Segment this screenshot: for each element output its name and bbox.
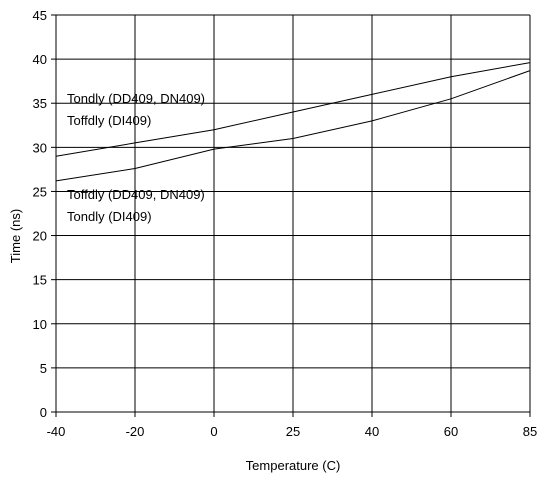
x-tick-label: 40 bbox=[365, 424, 379, 439]
annotation-tondly-di409: Tondly (DI409) bbox=[67, 209, 152, 224]
annotations: Tondly (DD409, DN409) Toffdly (DI409) To… bbox=[67, 91, 205, 224]
x-tick-labels: -40 -20 0 25 40 60 85 bbox=[47, 424, 538, 439]
x-tick-label: -40 bbox=[47, 424, 66, 439]
annotation-toffdly-di409: Toffdly (DI409) bbox=[67, 113, 151, 128]
y-tick-labels: 0 5 10 15 20 25 30 35 40 45 bbox=[33, 8, 47, 420]
x-tick-label: -20 bbox=[126, 424, 145, 439]
y-axis-title: Time (ns) bbox=[8, 209, 23, 263]
y-tick-label: 40 bbox=[33, 52, 47, 67]
y-tick-label: 25 bbox=[33, 184, 47, 199]
y-tick-label: 15 bbox=[33, 273, 47, 288]
x-axis-title: Temperature (C) bbox=[246, 458, 341, 473]
series-line-2 bbox=[55, 70, 531, 182]
grid bbox=[56, 14, 531, 412]
y-tick-label: 5 bbox=[40, 361, 47, 376]
axes bbox=[51, 14, 531, 417]
x-tick-label: 85 bbox=[523, 424, 537, 439]
x-tick-label: 60 bbox=[444, 424, 458, 439]
series-line-1 bbox=[55, 62, 531, 157]
series-lines bbox=[55, 62, 531, 182]
x-tick-label: 0 bbox=[210, 424, 217, 439]
y-tick-label: 35 bbox=[33, 96, 47, 111]
x-tick-label: 25 bbox=[286, 424, 300, 439]
y-tick-label: 10 bbox=[33, 317, 47, 332]
annotation-tondly-dd409-dn409: Tondly (DD409, DN409) bbox=[67, 91, 205, 106]
y-tick-label: 30 bbox=[33, 140, 47, 155]
y-tick-label: 0 bbox=[40, 405, 47, 420]
annotation-toffdly-dd409-dn409: Toffdly (DD409, DN409) bbox=[67, 187, 205, 202]
y-tick-label: 20 bbox=[33, 229, 47, 244]
y-tick-label: 45 bbox=[33, 8, 47, 23]
